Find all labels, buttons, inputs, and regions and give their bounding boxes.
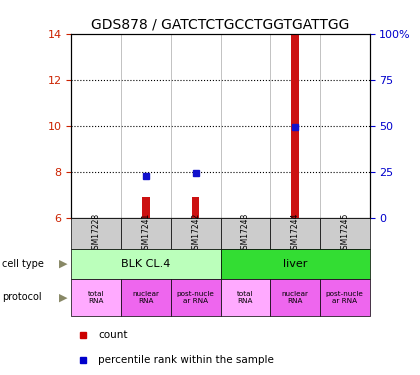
Bar bbox=[121, 217, 171, 249]
Text: cell type: cell type bbox=[2, 259, 44, 269]
Text: GSM17241: GSM17241 bbox=[142, 213, 150, 254]
Text: protocol: protocol bbox=[2, 292, 42, 302]
Bar bbox=[220, 217, 270, 249]
Text: liver: liver bbox=[283, 259, 307, 269]
Bar bbox=[71, 279, 121, 316]
Bar bbox=[192, 197, 199, 217]
Text: ▶: ▶ bbox=[59, 259, 67, 269]
Text: nuclear
RNA: nuclear RNA bbox=[281, 291, 309, 304]
Bar bbox=[270, 279, 320, 316]
Text: BLK CL.4: BLK CL.4 bbox=[121, 259, 171, 269]
Bar bbox=[320, 217, 370, 249]
Bar bbox=[71, 217, 121, 249]
Bar bbox=[71, 249, 220, 279]
Text: GSM17242: GSM17242 bbox=[191, 213, 200, 254]
Text: post-nucle
ar RNA: post-nucle ar RNA bbox=[177, 291, 215, 304]
Text: total
RNA: total RNA bbox=[88, 291, 105, 304]
Bar bbox=[121, 279, 171, 316]
Bar bbox=[320, 279, 370, 316]
Bar bbox=[220, 279, 270, 316]
Text: GSM17243: GSM17243 bbox=[241, 213, 250, 254]
Title: GDS878 / GATCTCTGCCTGGTGATTGG: GDS878 / GATCTCTGCCTGGTGATTGG bbox=[91, 17, 350, 31]
Text: post-nucle
ar RNA: post-nucle ar RNA bbox=[326, 291, 364, 304]
Text: percentile rank within the sample: percentile rank within the sample bbox=[98, 355, 274, 364]
Text: ▶: ▶ bbox=[59, 292, 67, 302]
Bar bbox=[291, 35, 299, 218]
Text: GSM17244: GSM17244 bbox=[291, 213, 299, 254]
Text: count: count bbox=[98, 330, 128, 340]
Bar bbox=[171, 279, 221, 316]
Bar bbox=[171, 217, 221, 249]
Text: GSM17245: GSM17245 bbox=[340, 213, 349, 254]
Bar bbox=[142, 197, 150, 217]
Bar bbox=[220, 249, 370, 279]
Text: total
RNA: total RNA bbox=[237, 291, 254, 304]
Text: GSM17228: GSM17228 bbox=[92, 213, 101, 254]
Text: nuclear
RNA: nuclear RNA bbox=[132, 291, 160, 304]
Bar bbox=[270, 217, 320, 249]
